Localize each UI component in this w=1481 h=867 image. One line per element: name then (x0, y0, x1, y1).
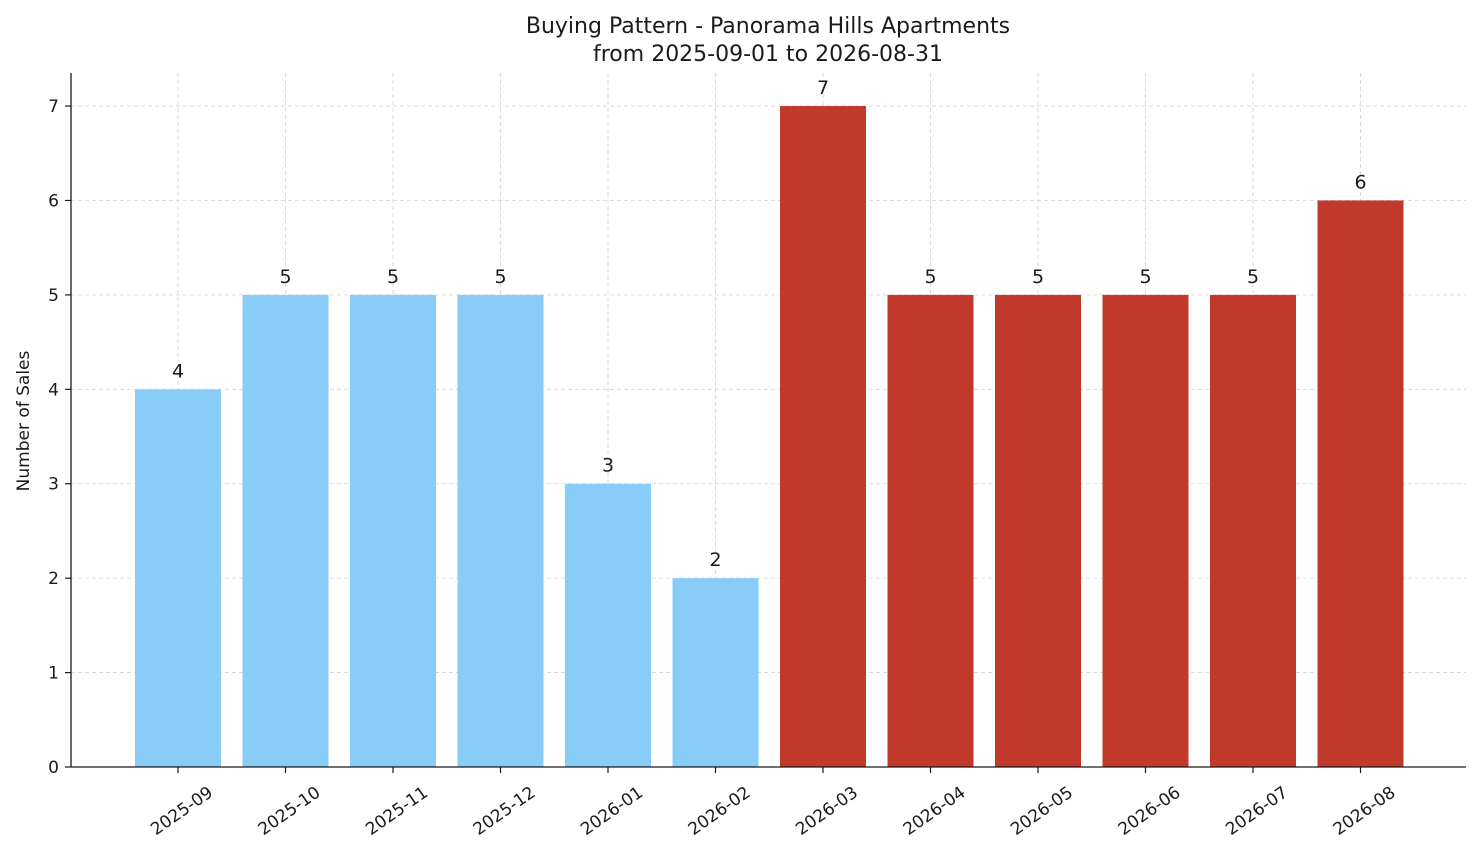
x-tick-label: 2025-09 (147, 783, 217, 840)
x-tick-label: 2026-01 (577, 783, 647, 840)
bar-2026-04 (887, 294, 974, 767)
x-tick-label: 2026-04 (900, 783, 970, 840)
data-label: 5 (1032, 266, 1044, 288)
data-label: 4 (172, 360, 184, 382)
data-label: 5 (387, 266, 399, 288)
data-label: 5 (494, 266, 506, 288)
x-tick-label: 2025-10 (255, 783, 325, 840)
bar-2026-05 (995, 294, 1081, 767)
data-label: 7 (817, 77, 829, 99)
y-tick-label: 1 (48, 664, 59, 684)
bar-2026-01 (565, 483, 651, 767)
x-tick-label: 2026-02 (685, 783, 755, 840)
y-tick-label: 5 (48, 286, 59, 306)
y-tick-label: 0 (48, 758, 59, 778)
x-tick-label: 2026-05 (1007, 783, 1077, 840)
chart-title: Buying Pattern - Panorama Hills Apartmen… (526, 14, 1010, 39)
data-labels: 4 5 5 5 3 2 7 5 5 5 5 6 (172, 77, 1367, 571)
y-tick-label: 3 (48, 475, 59, 495)
bars (135, 106, 1404, 768)
x-tick-label: 2026-08 (1330, 783, 1400, 840)
x-tick-label: 2025-12 (470, 783, 540, 840)
bar-2025-10 (242, 294, 329, 767)
bar-2026-08 (1317, 200, 1404, 768)
data-label: 5 (279, 266, 291, 288)
y-tick-label: 4 (48, 380, 59, 400)
y-tick-label: 2 (48, 569, 59, 589)
data-label: 5 (924, 266, 936, 288)
bar-2025-11 (350, 294, 436, 767)
x-tick-label: 2026-06 (1115, 783, 1185, 840)
data-label: 6 (1354, 171, 1366, 193)
chart-subtitle: from 2025-09-01 to 2026-08-31 (593, 42, 943, 67)
x-tick-label: 2025-11 (362, 783, 432, 840)
y-tick-label: 6 (48, 191, 59, 211)
data-label: 2 (709, 549, 721, 571)
bar-2026-02 (672, 578, 759, 767)
bar-2026-06 (1102, 294, 1189, 767)
bar-2026-07 (1210, 294, 1296, 767)
bar-2025-12 (457, 294, 544, 767)
data-label: 3 (602, 455, 614, 477)
y-axis-label: Number of Sales (14, 350, 34, 491)
y-tick-label: 7 (48, 97, 59, 117)
x-tick-label: 2026-03 (792, 783, 862, 840)
bar-2026-03 (780, 106, 866, 768)
data-label: 5 (1247, 266, 1259, 288)
x-tick-label: 2026-07 (1222, 783, 1292, 840)
data-label: 5 (1139, 266, 1151, 288)
bar-2025-09 (135, 389, 221, 767)
